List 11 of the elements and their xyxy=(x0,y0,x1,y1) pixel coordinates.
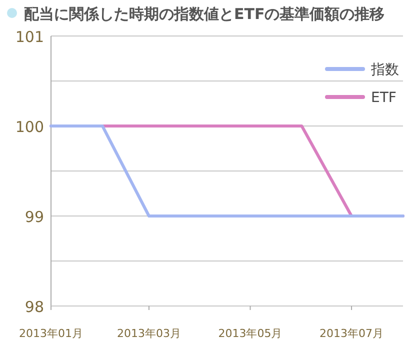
chart-title: 配当に関係した時期の指数値とETFの基準価額の推移 xyxy=(24,5,385,23)
x-tick-label: 2013年07月 xyxy=(320,327,384,340)
x-tick-label: 2013年05月 xyxy=(218,327,282,340)
legend-label: ETF xyxy=(371,90,396,106)
legend-label: 指数 xyxy=(370,62,399,78)
x-tick-label: 2013年01月 xyxy=(19,327,83,340)
y-tick-label: 99 xyxy=(24,208,44,226)
y-tick-label: 98 xyxy=(24,298,44,316)
y-tick-label: 100 xyxy=(15,118,44,136)
x-tick-label: 2013年03月 xyxy=(116,327,181,340)
y-tick-label: 101 xyxy=(15,28,44,46)
